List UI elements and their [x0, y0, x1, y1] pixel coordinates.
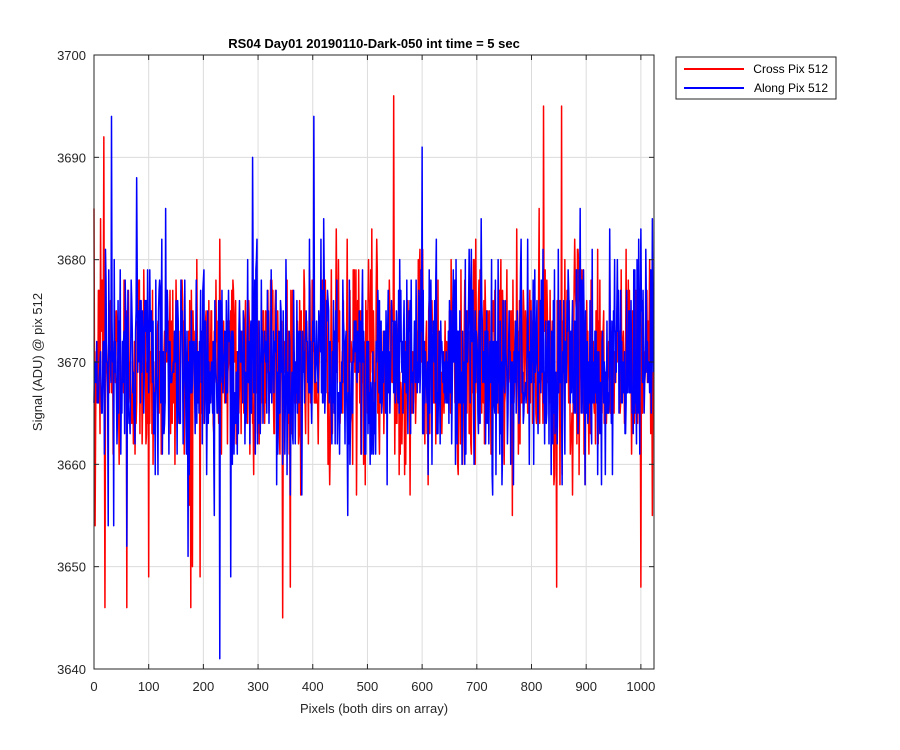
legend-label-cross: Cross Pix 512 [753, 62, 828, 76]
y-tick-label: 3650 [57, 560, 86, 575]
x-tick-label: 800 [521, 679, 543, 694]
legend-label-along: Along Pix 512 [754, 81, 828, 95]
x-tick-label: 600 [411, 679, 433, 694]
x-tick-label: 400 [302, 679, 324, 694]
x-tick-label: 100 [138, 679, 160, 694]
y-tick-label: 3690 [57, 150, 86, 165]
series-layer [93, 95, 655, 660]
y-tick-label: 3670 [57, 355, 86, 370]
chart-title: RS04 Day01 20190110-Dark-050 int time = … [228, 36, 520, 51]
x-tick-label: 1000 [626, 679, 655, 694]
x-tick-label: 500 [357, 679, 379, 694]
x-tick-label: 0 [90, 679, 97, 694]
y-axis-title: Signal (ADU) @ pix 512 [30, 293, 45, 431]
y-tick-label: 3700 [57, 48, 86, 63]
x-tick-label: 300 [247, 679, 269, 694]
y-tick-label: 3640 [57, 662, 86, 677]
x-tick-label: 200 [193, 679, 215, 694]
ticks: 0 100 200 300 400 500 600 700 800 900 1000 3640 3650… [57, 48, 655, 694]
series-line-along-pix-512 [93, 115, 655, 660]
x-axis-title: Pixels (both dirs on array) [300, 701, 448, 716]
y-tick-label: 3660 [57, 457, 86, 472]
y-tick-label: 3680 [57, 253, 86, 268]
x-tick-label: 900 [575, 679, 597, 694]
legend-box [675, 56, 837, 100]
x-tick-label: 700 [466, 679, 488, 694]
legend: Cross Pix 512 Along Pix 512 [675, 56, 837, 100]
